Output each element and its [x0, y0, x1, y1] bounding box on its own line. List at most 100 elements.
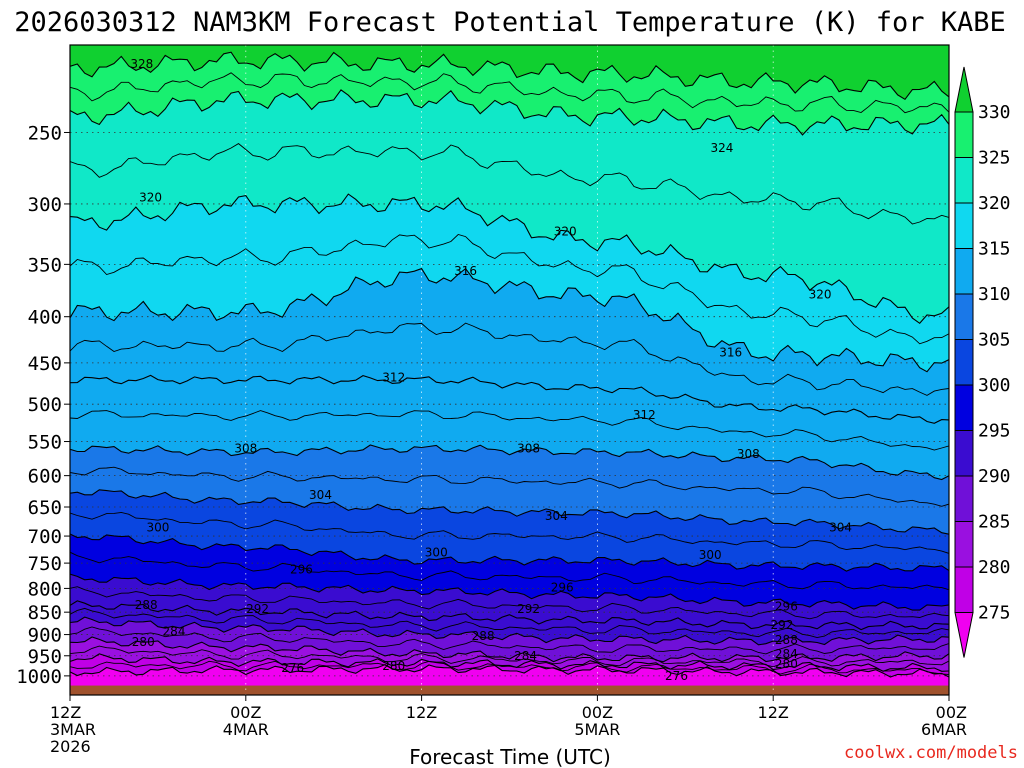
- isentrope-316: [70, 267, 949, 373]
- plot-area: 328 324 320 320 320 316 316 312 312 308 308 308 304 3…: [70, 45, 949, 695]
- colorbar: 330 325 320 315 310 305 300 295 290 285 280 275: [954, 66, 1011, 658]
- isentrope-minor: [70, 511, 949, 554]
- x-tick-label: 00Z: [230, 703, 261, 722]
- colorbar-label: 300: [978, 375, 1011, 396]
- contour-label: 324: [710, 141, 733, 155]
- theta-band: [70, 89, 949, 324]
- colorbar-label: 285: [978, 512, 1011, 533]
- isentrope-308: [70, 444, 949, 481]
- colorbar-label: 275: [978, 603, 1011, 624]
- contour-label: 300: [699, 548, 722, 562]
- isentrope-292: [70, 600, 949, 631]
- isentrope-minor: [70, 660, 949, 675]
- contour-label: 304: [545, 509, 568, 523]
- theta-band: [70, 268, 949, 424]
- colorbar-segment: [954, 521, 974, 568]
- isentrope-minor: [70, 586, 949, 620]
- y-tick-label: 500: [28, 394, 62, 416]
- colorbar-label: 315: [978, 239, 1011, 260]
- chart-title: 2026030312 NAM3KM Forecast Potential Tem…: [14, 7, 1006, 38]
- y-tick-label: 800: [28, 578, 62, 600]
- contour-label: 276: [665, 669, 688, 683]
- contour-label: 316: [719, 345, 742, 359]
- contour-label: 312: [382, 370, 405, 384]
- y-tick-label: 550: [28, 432, 62, 454]
- theta-band: [70, 194, 949, 372]
- isentrope-minor: [70, 626, 949, 655]
- contour-label: 276: [281, 661, 304, 675]
- isentrope-minor: [70, 551, 949, 591]
- isentrope-276: [70, 663, 949, 678]
- contour-label: 328: [130, 57, 153, 71]
- colorbar-label: 280: [978, 557, 1011, 578]
- isentrope-minor: [70, 233, 949, 345]
- colorbar-segment: [954, 157, 974, 204]
- contour-label: 284: [514, 649, 537, 663]
- colorbar-label: 310: [978, 284, 1011, 305]
- plot-frame: [69, 44, 950, 696]
- contour-label: 284: [163, 625, 186, 639]
- contour-label: 308: [737, 447, 760, 461]
- isentrope-288: [70, 616, 949, 646]
- theta-band: [70, 574, 949, 630]
- colorbar-segment: [954, 430, 974, 477]
- colorbar-label: 290: [978, 466, 1011, 487]
- x-tick-label: 3MAR: [50, 720, 96, 739]
- x-tick-label: 12Z: [406, 703, 437, 722]
- credit-text: coolwx.com/models: [844, 743, 1018, 763]
- isentrope-312: [70, 374, 949, 424]
- isentrope-300: [70, 533, 949, 572]
- y-tick-label: 350: [28, 254, 62, 276]
- contour-label: 288: [775, 633, 798, 647]
- colorbar-label: 295: [978, 421, 1011, 442]
- colorbar-segment: [954, 566, 974, 613]
- isentrope-328: [70, 51, 949, 101]
- contour-label: 288: [135, 598, 158, 612]
- contour-label: 280: [132, 635, 155, 649]
- x-tick-label: 4MAR: [223, 720, 269, 739]
- colorbar-label: 330: [978, 102, 1011, 123]
- y-tick-label: 300: [28, 194, 62, 216]
- contour-label: 304: [309, 488, 332, 502]
- x-tick-label: 00Z: [582, 703, 613, 722]
- y-tick-label: 650: [28, 497, 62, 519]
- y-tick-label: 450: [28, 353, 62, 375]
- y-tick-label: 700: [28, 526, 62, 548]
- y-tick-label: 600: [28, 466, 62, 488]
- colorbar-segment: [954, 475, 974, 522]
- isentrope-304: [70, 489, 949, 535]
- ground-surface: [70, 685, 949, 695]
- colorbar-label: 320: [978, 193, 1011, 214]
- colorbar-segment: [954, 384, 974, 431]
- theta-band: [70, 637, 949, 672]
- y-tick-label: 900: [28, 625, 62, 647]
- contour-label: 296: [775, 600, 798, 614]
- theta-band: [70, 600, 949, 645]
- y-tick-label: 1000: [16, 666, 62, 688]
- theta-band: [70, 445, 949, 535]
- contour-label: 300: [425, 546, 448, 560]
- isentrope-324: [70, 89, 949, 136]
- isentrope-minor: [70, 143, 949, 225]
- y-tick-label: 250: [28, 122, 62, 144]
- contour-label: 292: [246, 602, 269, 616]
- contour-label: 292: [517, 602, 540, 616]
- x-tick-label: 6MAR: [921, 720, 967, 739]
- contour-label: 284: [775, 647, 798, 661]
- isentrope-minor: [70, 607, 949, 639]
- y-tick-label: 750: [28, 553, 62, 575]
- x-tick-label: 12Z: [758, 703, 789, 722]
- contour-label: 300: [146, 521, 169, 535]
- contour-label: 308: [517, 442, 540, 456]
- y-tick-label: 850: [28, 602, 62, 624]
- colorbar-segment: [954, 111, 974, 158]
- theta-band: [70, 617, 949, 662]
- y-tick-label: 950: [28, 646, 62, 668]
- colorbar-label: 325: [978, 148, 1011, 169]
- contour-label: 316: [454, 264, 477, 278]
- isentrope-minor: [70, 645, 949, 668]
- theta-band: [70, 534, 949, 611]
- x-tick-label: 2026: [50, 737, 91, 756]
